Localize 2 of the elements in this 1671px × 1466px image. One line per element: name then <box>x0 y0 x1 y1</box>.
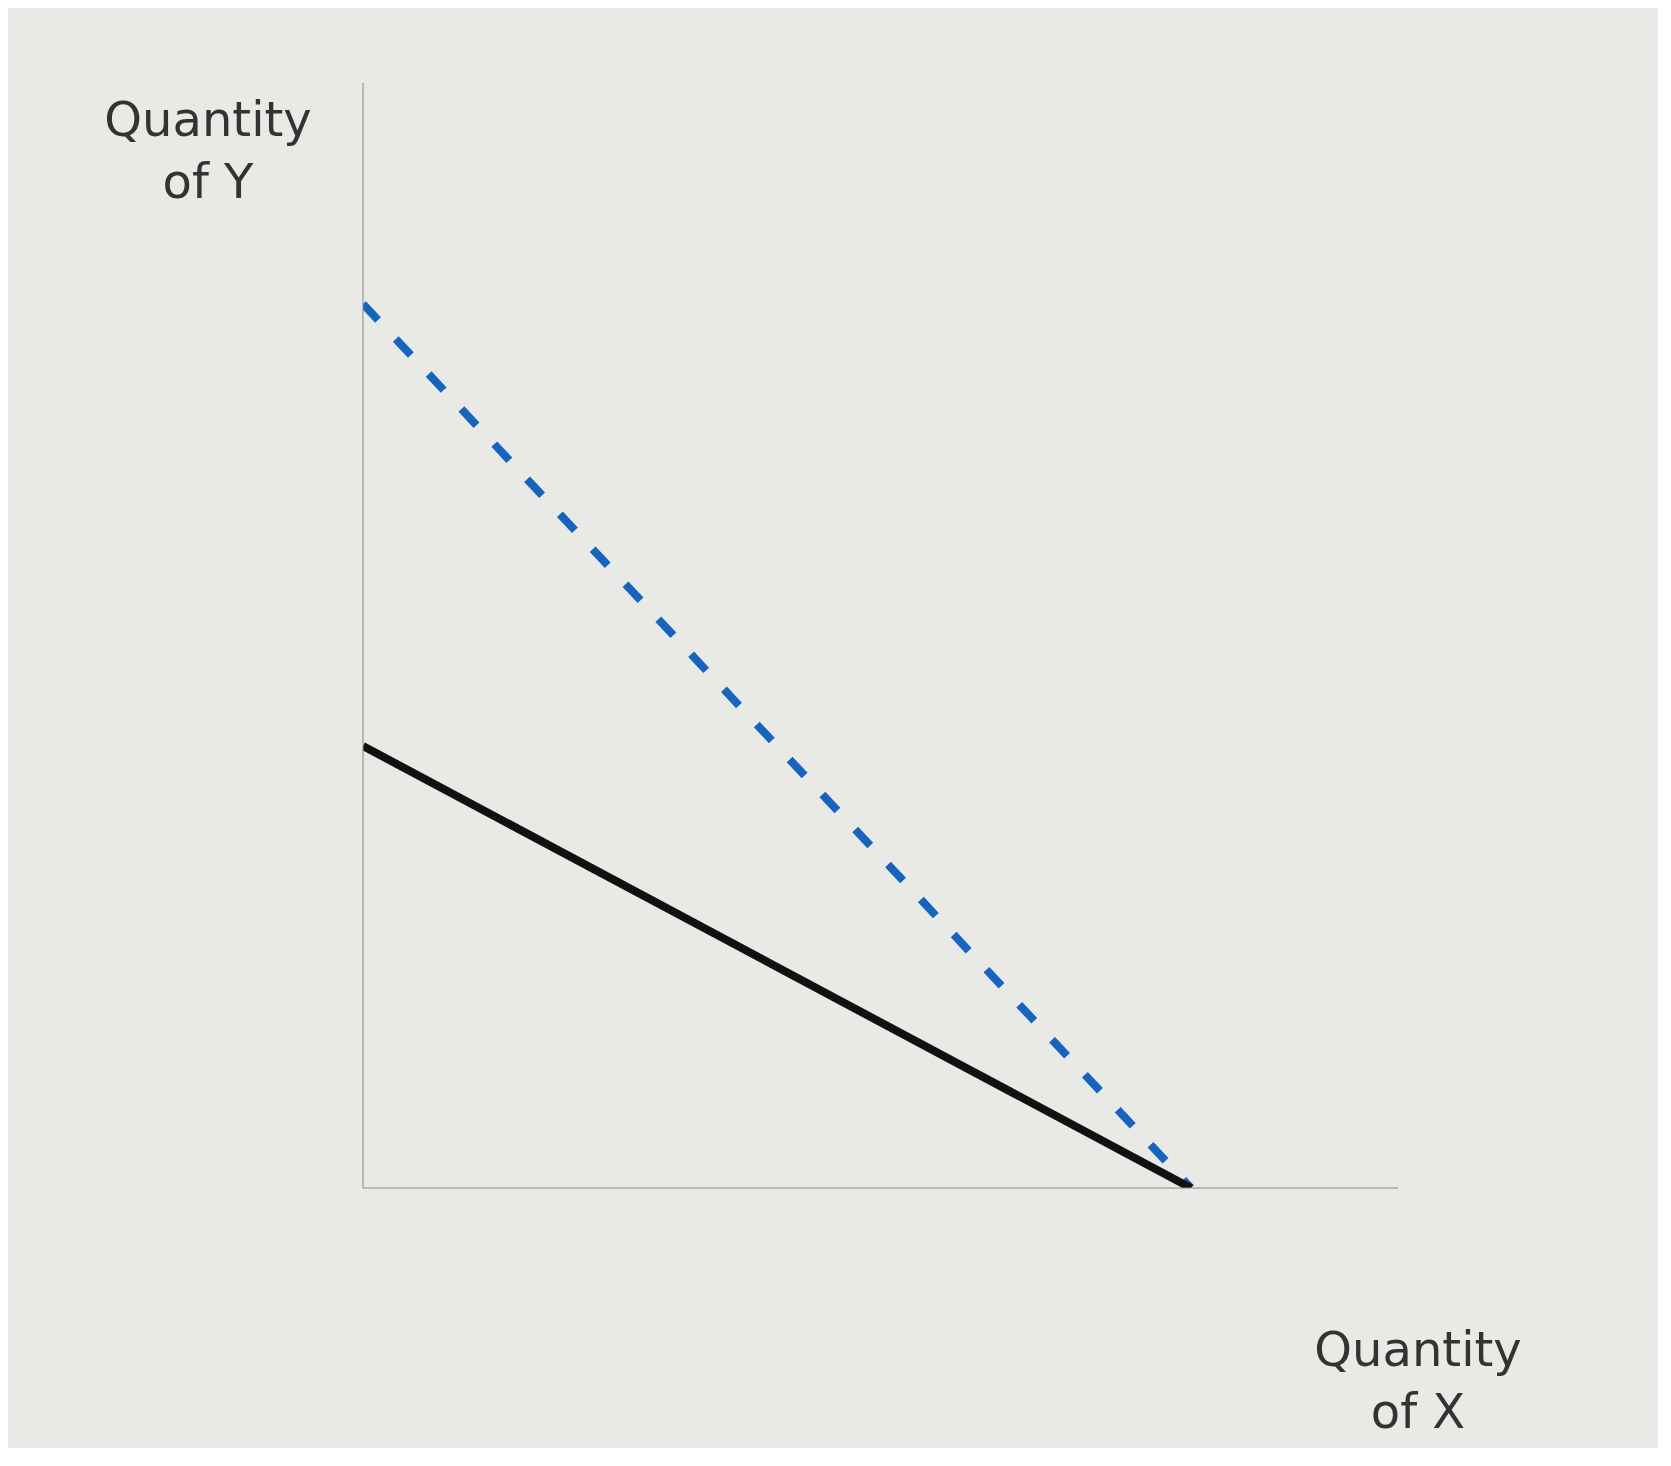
y-axis-title: Quantity of Y <box>103 90 313 212</box>
x-axis-title: Quantity of X <box>1313 1320 1523 1442</box>
